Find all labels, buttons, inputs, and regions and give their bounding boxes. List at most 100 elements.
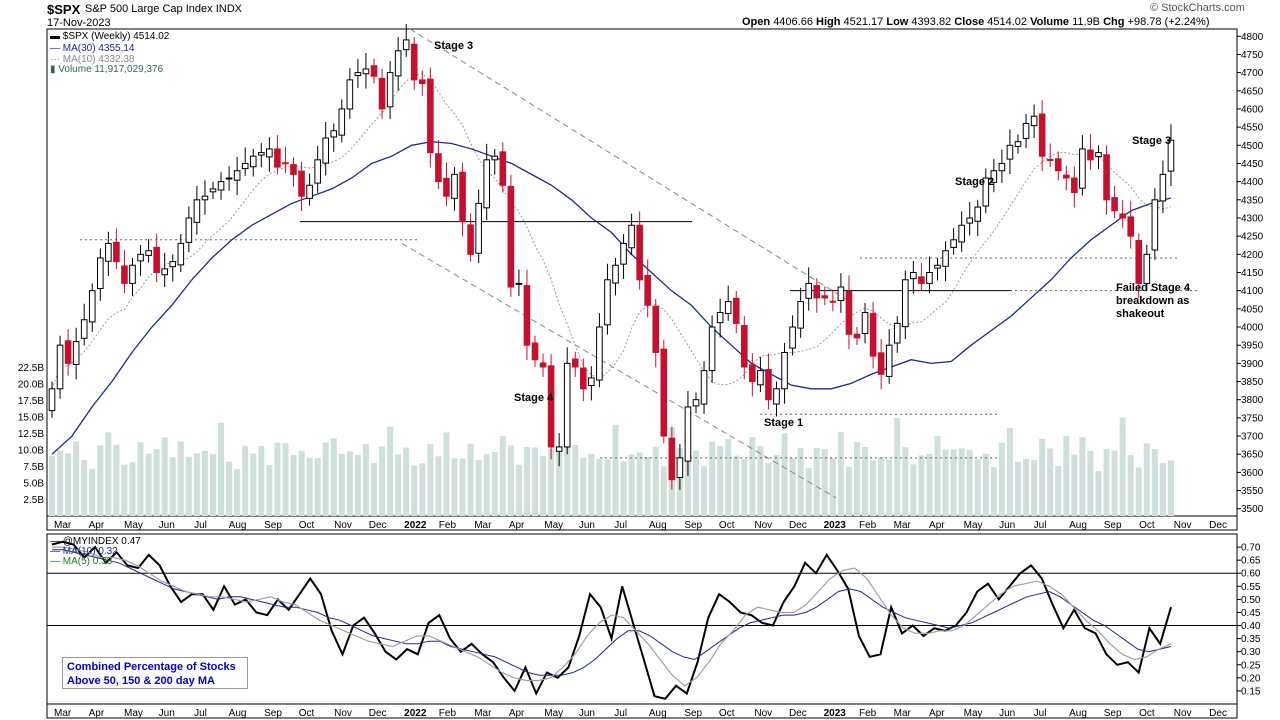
candle-body [692, 399, 700, 407]
candle-body [741, 325, 748, 368]
candle-body [604, 279, 611, 326]
volume-bar [234, 469, 241, 516]
volume-bar [411, 465, 418, 516]
annotation-failed-line1: Failed Stage 4 [1116, 282, 1190, 294]
indicator-info-box: Combined Percentage of Stocks Above 50, … [62, 657, 248, 689]
x-tick-label: Nov [754, 520, 772, 531]
watermark: © StockCharts.com [1150, 2, 1245, 14]
volume-bar [145, 453, 152, 516]
candle-body [580, 367, 587, 390]
x-tick-label: Jul [194, 520, 207, 531]
candle-body [765, 369, 772, 401]
close-value: 4514.02 [987, 16, 1028, 28]
volume-bar [298, 450, 305, 516]
volume-bar [757, 446, 764, 516]
x-tick-label-lower: Dec [1209, 708, 1227, 719]
candle-body [467, 224, 474, 255]
candle-body [233, 170, 241, 181]
x-tick-label-lower: Aug [1069, 708, 1087, 719]
candle-body [588, 377, 595, 387]
candle-body [853, 333, 861, 339]
volume-tick-label: 10.0B [18, 446, 44, 457]
price-tick-label: 4600 [1241, 104, 1264, 115]
candle-body [668, 437, 676, 481]
indicator-tick-label: 0.70 [1241, 543, 1261, 554]
candle-body [547, 365, 555, 448]
volume-bar [459, 458, 466, 516]
x-tick-label-lower: Jun [999, 708, 1015, 719]
volume-bar [210, 454, 216, 516]
volume-bar [548, 449, 555, 516]
support-lines [80, 28, 1200, 499]
legend-ma30: — MA(30) 4355.14 [50, 43, 135, 54]
x-tick-label-lower: Mar [894, 708, 912, 719]
candle-body [378, 77, 386, 110]
price-tick-label: 4350 [1241, 195, 1264, 206]
candle-body [72, 341, 80, 365]
candle-body [596, 326, 603, 381]
volume-bar [153, 449, 160, 516]
candle-body [926, 272, 933, 284]
annotation-failed: Failed Stage 4 breakdown as shakeout [1116, 282, 1190, 321]
indicator-series-1 [52, 549, 1172, 676]
price-tick-label: 4700 [1241, 68, 1264, 79]
x-tick-label-lower: Sep [264, 708, 282, 719]
legend-price: ▬ $SPX (Weekly) 4514.02 [50, 31, 170, 42]
candle-body [129, 264, 136, 284]
open-value: 4406.66 [773, 16, 813, 28]
price-tick-label: 4800 [1241, 32, 1264, 43]
volume-bar [1039, 438, 1046, 516]
x-tick-label: Apr [89, 520, 105, 531]
candle-body [797, 301, 804, 329]
volume-bar [1119, 417, 1126, 516]
candle-body [958, 224, 965, 243]
price-tick-label: 3750 [1241, 413, 1264, 424]
x-tick-label-lower: Jul [614, 708, 627, 719]
volume-bar [475, 459, 482, 516]
candle-body [491, 155, 499, 161]
volume-bar [1135, 467, 1142, 516]
volume-bar [161, 437, 168, 516]
candle-body [402, 39, 410, 51]
volume-tick-label: 12.5B [18, 429, 44, 440]
volume-bar [387, 426, 394, 516]
volume-bar [274, 442, 281, 516]
volume-bar [886, 459, 893, 516]
candle-body [258, 152, 265, 156]
volume-bar [499, 436, 506, 516]
candle-body [555, 446, 563, 452]
legend-ind-ma10-text: MA(10) 0.32 [62, 546, 118, 557]
indicator-lines: 0.15 0.20 0.25 0.30 0.35 0.40 0.45 0.50 0.55 0.60… [47, 540, 1261, 700]
candle-body [225, 177, 233, 180]
candle-body [531, 342, 539, 361]
candle-body [137, 253, 144, 262]
candle-body [394, 50, 402, 77]
candle-body [998, 162, 1006, 172]
legend-volume: ▮ Volume 11,917,029,376 [50, 64, 164, 75]
volume-tick-label: 17.5B [18, 396, 44, 407]
x-tick-label: Sep [1104, 520, 1122, 531]
low-value: 4393.82 [911, 16, 952, 28]
high-value: 4521.17 [843, 16, 884, 28]
candle-body [266, 148, 273, 158]
volume-bar [805, 467, 812, 516]
x-tick-label-lower: Jul [194, 708, 207, 719]
candle-body [459, 171, 466, 223]
volume-bar [57, 450, 64, 516]
x-tick-label: Aug [1069, 520, 1087, 531]
candle-body [1111, 197, 1118, 212]
volume-label: Volume [1030, 16, 1070, 28]
candle-body [644, 274, 652, 306]
x-tick-label-lower: Mar [474, 708, 492, 719]
x-tick-label: Mar [894, 520, 912, 531]
x-tick-label-lower: Nov [334, 708, 352, 719]
volume-bar [1151, 449, 1158, 516]
candle-body [539, 362, 547, 368]
volume-bar [910, 464, 917, 516]
indicator-tick-label: 0.65 [1241, 556, 1261, 567]
x-tick-label-lower: Jul [1034, 708, 1047, 719]
volume-bar [1143, 443, 1150, 516]
x-tick-label-lower: Apr [509, 708, 525, 719]
price-tick-label: 4400 [1241, 177, 1264, 188]
